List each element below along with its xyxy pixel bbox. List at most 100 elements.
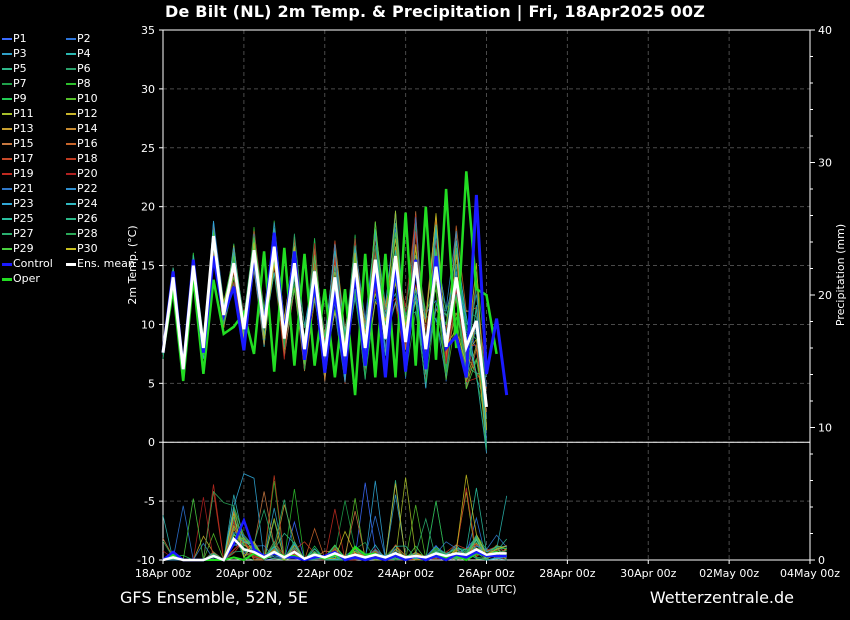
y2-tick-label: 10: [818, 422, 832, 435]
y-tick-label: 25: [141, 142, 155, 155]
legend-label: P27: [13, 227, 34, 240]
legend-swatch: [2, 158, 12, 160]
x-tick-label: 22Apr 00z: [297, 567, 354, 580]
legend-swatch: [66, 143, 76, 145]
legend-item: P11: [2, 107, 34, 120]
legend-item: P2: [66, 32, 91, 45]
legend-label: Oper: [13, 272, 40, 285]
legend-label: P1: [13, 32, 27, 45]
legend-swatch: [66, 68, 76, 70]
legend-label: P18: [77, 152, 98, 165]
legend-item: P20: [66, 167, 98, 180]
legend-item: Control: [2, 257, 53, 270]
legend-swatch: [66, 203, 76, 205]
legend-swatch: [2, 143, 12, 145]
legend-item: P16: [66, 137, 98, 150]
legend-label: P16: [77, 137, 98, 150]
legend-swatch: [2, 262, 12, 266]
y2-tick-label: 40: [818, 24, 832, 37]
legend-swatch: [66, 218, 76, 220]
y2-axis-label: Precipitation (mm): [834, 224, 847, 326]
legend-label: P30: [77, 242, 98, 255]
legend-item: P5: [2, 62, 27, 75]
legend-label: P14: [77, 122, 98, 135]
legend-label: P8: [77, 77, 91, 90]
x-tick-label: 24Apr 00z: [377, 567, 434, 580]
legend-swatch: [66, 128, 76, 130]
grid: [163, 30, 810, 560]
legend-item: P17: [2, 152, 34, 165]
legend-item: P21: [2, 182, 34, 195]
legend-label: P15: [13, 137, 34, 150]
y-tick-label: -5: [144, 495, 155, 508]
legend-swatch: [66, 38, 76, 40]
legend-swatch: [66, 53, 76, 55]
legend-label: P21: [13, 182, 34, 195]
legend-item: P30: [66, 242, 98, 255]
legend-label: P22: [77, 182, 98, 195]
x-tick-label: 26Apr 00z: [458, 567, 515, 580]
legend-swatch: [2, 173, 12, 175]
legend-item: P7: [2, 77, 27, 90]
legend-label: P4: [77, 47, 91, 60]
legend-item: P15: [2, 137, 34, 150]
legend-label: P5: [13, 62, 27, 75]
chart-title: De Bilt (NL) 2m Temp. & Precipitation | …: [165, 2, 705, 21]
legend-item: Oper: [2, 272, 40, 285]
legend-item: P6: [66, 62, 91, 75]
legend-swatch: [66, 98, 76, 100]
y-tick-label: 15: [141, 260, 155, 273]
legend-swatch: [66, 113, 76, 115]
y-tick-label: 30: [141, 83, 155, 96]
legend-swatch: [66, 248, 76, 250]
legend-swatch: [2, 83, 12, 85]
legend-swatch: [2, 218, 12, 220]
legend-label: P19: [13, 167, 34, 180]
ens-mean-precip-line: [162, 536, 507, 562]
legend-item: P8: [66, 77, 91, 90]
legend-swatch: [66, 188, 76, 190]
legend-label: P23: [13, 197, 34, 210]
legend-label: P12: [77, 107, 98, 120]
model-label: GFS Ensemble, 52N, 5E: [120, 588, 308, 607]
legend-item: P25: [2, 212, 34, 225]
legend-swatch: [66, 83, 76, 85]
legend-item: P12: [66, 107, 98, 120]
x-tick-label: 20Apr 00z: [216, 567, 273, 580]
legend-swatch: [2, 233, 12, 235]
legend-item: P1: [2, 32, 27, 45]
legend-item: P26: [66, 212, 98, 225]
ens-mean-temp-line: [161, 235, 488, 408]
legend-label: P20: [77, 167, 98, 180]
legend-swatch: [2, 98, 12, 100]
legend-label: P10: [77, 92, 98, 105]
legend-item: P29: [2, 242, 34, 255]
legend-label: P29: [13, 242, 34, 255]
legend-swatch: [2, 113, 12, 115]
legend-label: P3: [13, 47, 27, 60]
legend-item: P9: [2, 92, 27, 105]
x-axis-label: Date (UTC): [456, 583, 516, 596]
y-tick-label: 20: [141, 201, 155, 214]
x-tick-label: 28Apr 00z: [539, 567, 596, 580]
legend-label: P24: [77, 197, 98, 210]
source-label: Wetterzentrale.de: [649, 588, 794, 607]
legend-label: Control: [13, 257, 53, 270]
legend-item: P19: [2, 167, 34, 180]
legend-item: P14: [66, 122, 98, 135]
legend-item: P13: [2, 122, 34, 135]
legend-label: P11: [13, 107, 34, 120]
legend-item: P23: [2, 197, 34, 210]
legend-label: P9: [13, 92, 27, 105]
legend-swatch: [2, 248, 12, 250]
legend-swatch: [66, 158, 76, 160]
x-tick-label: 02May 00z: [699, 567, 759, 580]
legend-label: P7: [13, 77, 27, 90]
legend-item: P10: [66, 92, 98, 105]
legend-item: P27: [2, 227, 34, 240]
legend-label: P25: [13, 212, 34, 225]
legend-swatch: [2, 68, 12, 70]
legend-item: P22: [66, 182, 98, 195]
legend-item: P28: [66, 227, 98, 240]
